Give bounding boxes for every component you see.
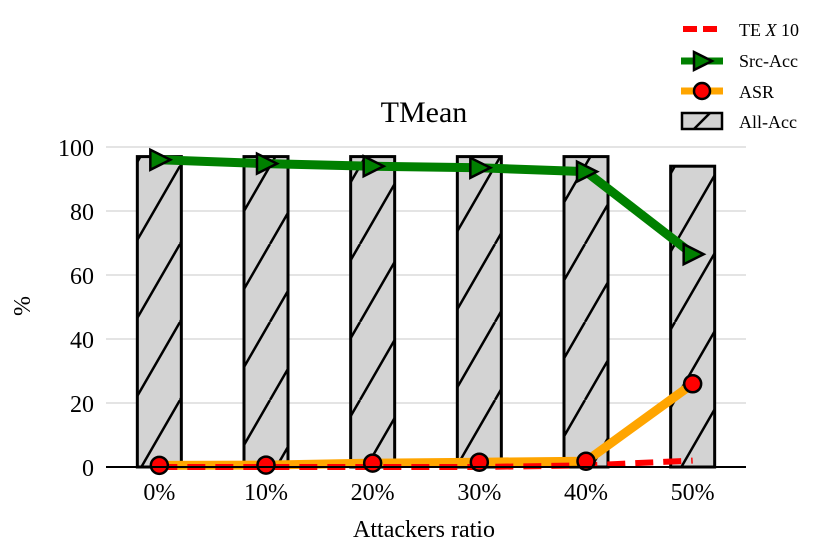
y-tick-label: 80 [70, 200, 94, 226]
bars [135, 155, 717, 469]
bar-all-acc [349, 155, 397, 469]
bar-all-acc [562, 155, 610, 469]
point-src-acc [575, 159, 600, 184]
bar-all-acc [455, 155, 503, 469]
y-tick-label: 40 [70, 328, 94, 354]
x-tick-label: 40% [564, 480, 608, 506]
series-line-asr [159, 380, 696, 470]
legend: TE X 10 Src-Acc ASR All-Acc [680, 20, 799, 132]
legend-marker-src-acc [692, 49, 715, 73]
series-lines [149, 147, 707, 476]
point-asr [682, 374, 703, 394]
x-tick-label: 0% [143, 480, 175, 506]
y-axis-label: % [10, 296, 36, 316]
series-line-src-acc [159, 155, 696, 258]
point-src-acc [255, 151, 280, 176]
axes: 0 20 40 60 80 100 0% 10% 20% 30% 40% 50% [58, 136, 746, 506]
y-tick-label: 100 [58, 136, 94, 162]
x-tick-label: 50% [671, 480, 715, 506]
point-src-acc [682, 242, 707, 267]
legend-swatch-all-acc [680, 111, 724, 131]
point-asr [256, 455, 276, 475]
legend-label-src-acc: Src-Acc [739, 51, 798, 71]
x-axis-label: Attackers ratio [353, 517, 495, 543]
bar-all-acc [669, 164, 717, 469]
point-asr [469, 452, 490, 472]
x-tick-label: 20% [351, 480, 395, 506]
legend-label-all-acc: All-Acc [739, 112, 797, 132]
point-asr [576, 451, 596, 471]
y-tick-label: 20 [70, 392, 94, 418]
point-src-acc [469, 155, 494, 180]
x-tick-label: 10% [244, 480, 288, 506]
y-tick-label: 60 [70, 264, 94, 290]
legend-marker-asr [692, 81, 712, 101]
legend-label-te: TE X 10 [739, 20, 799, 40]
bar-all-acc [242, 155, 290, 469]
point-src-acc [362, 154, 387, 179]
y-tick-label: 0 [82, 456, 94, 482]
chart-title: TMean [381, 96, 468, 129]
point-src-acc [149, 147, 174, 172]
x-tick-label: 30% [457, 480, 501, 506]
gridlines [106, 146, 746, 404]
bar-all-acc [135, 155, 183, 469]
point-asr [149, 455, 170, 476]
legend-label-asr: ASR [739, 82, 774, 102]
point-asr [362, 453, 383, 473]
